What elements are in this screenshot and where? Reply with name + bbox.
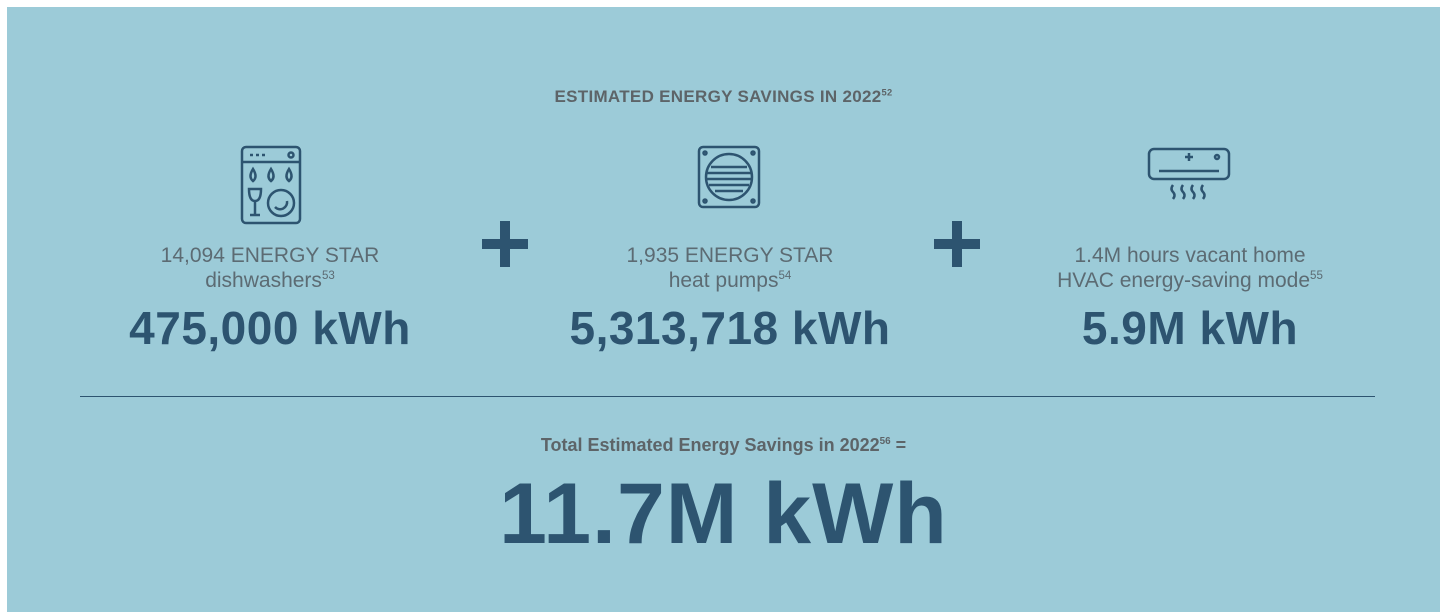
label-text: Total Estimated Energy Savings in 2022 [540,435,880,455]
line: heat pumps [668,269,779,292]
description: 1,935 ENERGY STAR heat pumps54 [520,243,940,293]
value: 475,000 kWh [129,302,411,354]
value: 5.9M kWh [1081,302,1299,354]
heat-pump-icon [697,145,761,209]
footnote: 55 [1310,270,1323,282]
item: 14,094 ENERGY STAR dishwashers53 475,000 … [60,243,480,355]
panel: ESTIMATED ENERGY SAVINGS IN 202252 14,09… [7,7,1440,612]
ac-icon [1147,147,1231,200]
dishwasher-icon [240,145,302,225]
plus-sign [500,221,510,267]
title: ESTIMATED ENERGY SAVINGS IN 202252 [7,87,1440,107]
item: 1,935 ENERGY STAR heat pumps54 5,313,718 … [520,243,940,355]
value: 5,313,718 kWh [569,302,891,354]
equals: = [895,435,907,455]
total-value: 11.7M kWh [499,466,948,562]
footnote: 53 [321,270,335,282]
plus-sign [952,221,962,267]
total-label: Total Estimated Energy Savings in 202256… [7,435,1440,456]
line: 1,935 ENERGY STAR [626,244,834,267]
footnote: 56 [879,436,891,447]
divider [80,396,1375,397]
footnote: 52 [881,87,893,98]
description: 1.4M hours vacant home HVAC energy-saving… [980,243,1400,293]
description: 14,094 ENERGY STAR dishwashers53 [60,243,480,293]
line: dishwashers [205,269,322,292]
line: HVAC energy-saving mode [1057,269,1311,292]
title-text: ESTIMATED ENERGY SAVINGS IN 2022 [554,87,882,106]
item: 1.4M hours vacant home HVAC energy-saving… [980,243,1400,355]
line: 14,094 ENERGY STAR [160,244,380,267]
footnote: 54 [778,270,792,282]
line: 1.4M hours vacant home [1074,244,1306,267]
